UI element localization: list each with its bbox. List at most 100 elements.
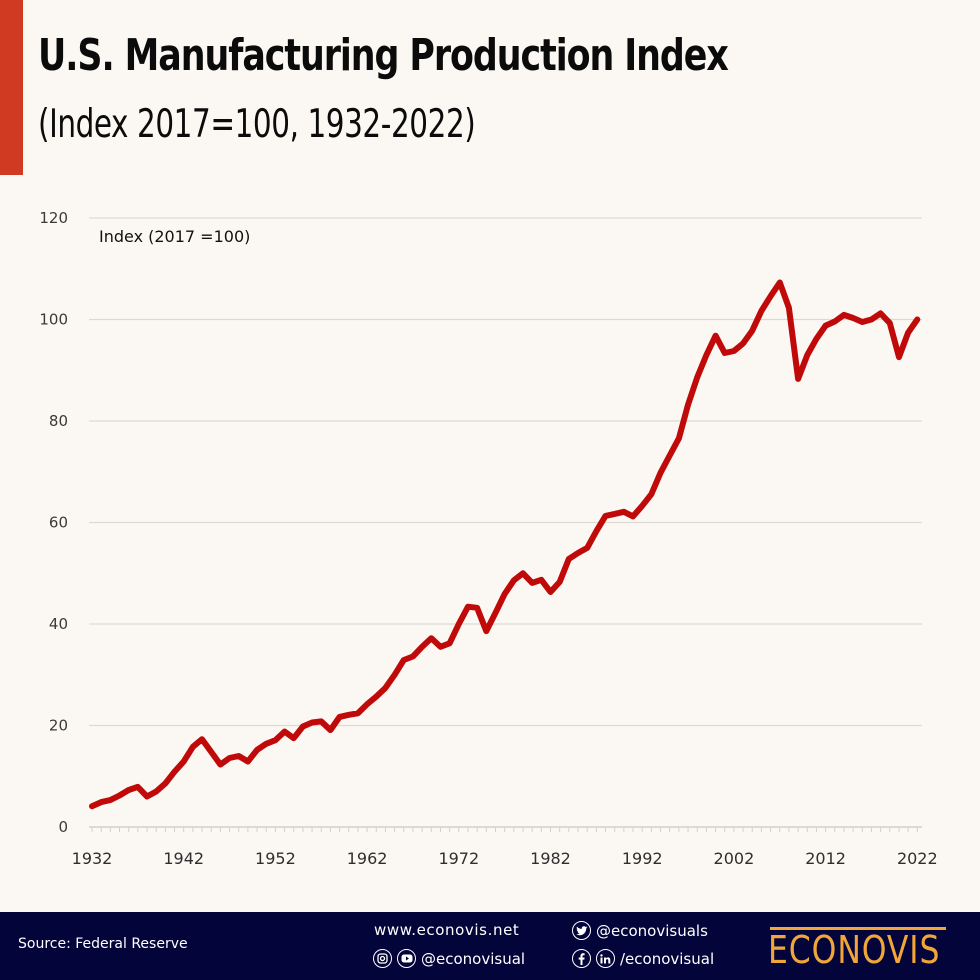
data-point-1997 (686, 402, 691, 407)
data-point-2020 (896, 355, 901, 360)
x-tick-label: 1932 (72, 849, 113, 868)
data-point-1983 (557, 579, 562, 584)
logo-text: ECONOVIS (768, 928, 941, 972)
data-point-1950 (255, 747, 260, 752)
youtube-icon[interactable] (397, 949, 416, 968)
data-point-1957 (319, 719, 324, 724)
data-point-1947 (227, 755, 232, 760)
series-group (89, 279, 921, 810)
chart-subtitle: (Index 2017=100, 1932-2022) (38, 102, 476, 147)
data-point-1989 (612, 511, 617, 516)
gridlines (89, 217, 922, 727)
instagram-youtube-link[interactable]: @econovisual (373, 949, 525, 968)
econovis-logo: ECONOVIS (768, 924, 960, 972)
data-point-1990 (621, 509, 626, 514)
data-point-1995 (667, 453, 672, 458)
data-point-1967 (410, 654, 415, 659)
data-point-1952 (273, 738, 278, 743)
data-point-1971 (447, 641, 452, 646)
data-point-2011 (814, 336, 819, 341)
data-point-2015 (851, 315, 856, 320)
data-point-1993 (649, 492, 654, 497)
data-point-2001 (722, 350, 727, 355)
twitter-link[interactable]: @econovisuals (572, 921, 708, 940)
data-point-1958 (328, 728, 333, 733)
instagram-youtube-handle[interactable]: @econovisual (421, 949, 526, 968)
data-point-1972 (456, 622, 461, 627)
y-tick-label: 0 (58, 818, 68, 836)
data-point-1998 (695, 375, 700, 380)
y-tick-label: 60 (49, 514, 68, 532)
data-point-2014 (841, 312, 846, 317)
twitter-icon[interactable] (572, 921, 591, 940)
x-tick-label: 1952 (255, 849, 296, 868)
x-tick-label: 1992 (622, 849, 663, 868)
data-point-1991 (631, 514, 636, 519)
y-tick-label: 40 (49, 615, 68, 633)
data-point-1945 (209, 749, 214, 754)
twitter-handle[interactable]: @econovisuals (596, 921, 708, 940)
data-point-1936 (126, 787, 131, 792)
y-tick-label: 20 (49, 717, 68, 735)
data-point-2016 (860, 320, 865, 325)
x-tick-label: 2002 (714, 849, 755, 868)
data-point-1955 (300, 724, 305, 729)
data-point-2018 (878, 311, 883, 316)
facebook-linkedin-handle[interactable]: /econovisual (620, 949, 715, 968)
data-point-1977 (502, 592, 507, 597)
data-point-1973 (465, 604, 470, 609)
data-point-1962 (365, 702, 370, 707)
website-link[interactable]: www.econovis.net (374, 921, 519, 939)
data-point-1956 (310, 720, 315, 725)
data-point-2007 (777, 280, 782, 285)
data-point-1934 (108, 798, 113, 803)
data-point-1981 (539, 577, 544, 582)
data-point-1946 (218, 762, 223, 767)
data-point-1987 (594, 529, 599, 534)
data-point-2012 (823, 323, 828, 328)
y-tick-label: 80 (49, 412, 68, 430)
y-tick-label: 120 (39, 209, 68, 227)
data-point-1969 (429, 636, 434, 641)
data-point-1980 (530, 580, 535, 585)
x-tick-label: 1942 (163, 849, 204, 868)
data-point-1942 (181, 759, 186, 764)
data-point-1954 (291, 736, 296, 741)
y-tick-label: 100 (39, 311, 68, 329)
y-axis-unit-label: Index (2017 =100) (99, 227, 250, 246)
x-tick-label: 2022 (897, 849, 938, 868)
data-point-2005 (759, 308, 764, 313)
data-point-1988 (603, 513, 608, 518)
data-point-1963 (374, 694, 379, 699)
data-point-1940 (163, 781, 168, 786)
data-point-1976 (493, 610, 498, 615)
facebook-linkedin-link[interactable]: /econovisual (572, 949, 714, 968)
data-point-2003 (741, 341, 746, 346)
data-point-1982 (548, 590, 553, 595)
data-point-2004 (750, 328, 755, 333)
data-point-1984 (566, 557, 571, 562)
data-point-1938 (145, 794, 150, 799)
data-point-1966 (401, 658, 406, 663)
x-tick-label: 2012 (805, 849, 846, 868)
linkedin-icon[interactable] (596, 949, 615, 968)
data-point-1970 (438, 644, 443, 649)
data-point-2000 (713, 333, 718, 338)
website-url[interactable]: www.econovis.net (374, 921, 520, 939)
data-point-1960 (346, 712, 351, 717)
facebook-icon[interactable] (572, 949, 591, 968)
series-line (89, 279, 921, 810)
data-point-1992 (640, 503, 645, 508)
data-point-1985 (576, 550, 581, 555)
data-point-1965 (392, 672, 397, 677)
instagram-icon[interactable] (373, 949, 392, 968)
data-point-1961 (355, 711, 360, 716)
y-axis-ticks: 0 20 40 60 80 100 120 (39, 209, 68, 836)
data-point-2019 (887, 321, 892, 326)
data-point-1953 (282, 729, 287, 734)
data-point-1932 (90, 804, 95, 809)
data-point-1959 (337, 714, 342, 719)
data-point-1948 (236, 753, 241, 758)
data-point-1975 (484, 629, 489, 634)
data-point-2006 (768, 294, 773, 299)
